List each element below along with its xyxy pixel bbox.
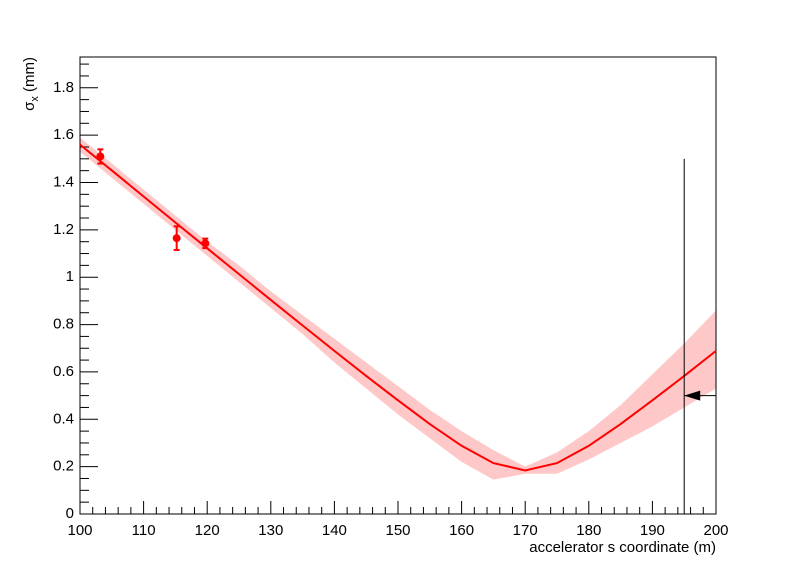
x-tick-label: 130 <box>258 522 283 539</box>
y-tick-label: 1.4 <box>53 173 74 190</box>
y-tick-label: 0 <box>66 505 74 522</box>
x-tick-label: 150 <box>385 522 410 539</box>
error-band <box>80 137 716 480</box>
x-tick-label: 160 <box>449 522 474 539</box>
x-tick-label: 140 <box>322 522 347 539</box>
data-point <box>96 152 105 161</box>
y-tick-label: 0.4 <box>53 410 74 427</box>
x-tick-label: 120 <box>195 522 220 539</box>
y-tick-label: 1.2 <box>53 221 74 238</box>
y-label-symbol: σ <box>21 101 38 111</box>
x-tick-label: 110 <box>132 522 156 539</box>
x-tick-label: 190 <box>640 522 665 539</box>
x-axis-label: accelerator s coordinate (m) <box>529 539 716 556</box>
y-axis-label: σx (mm) <box>21 57 41 111</box>
x-tick-label: 170 <box>513 522 538 539</box>
y-label-subscript: x <box>29 96 41 102</box>
y-tick-label: 1.8 <box>53 79 74 96</box>
x-tick-label: 180 <box>576 522 601 539</box>
y-tick-label: 0.8 <box>53 316 74 333</box>
y-tick-label: 1 <box>66 268 74 285</box>
data-point <box>172 234 181 243</box>
data-point <box>201 239 210 248</box>
y-tick-label: 1.6 <box>53 126 74 143</box>
x-tick-label: 200 <box>703 522 728 539</box>
y-tick-label: 0.6 <box>53 363 74 380</box>
x-tick-label: 100 <box>67 522 92 539</box>
y-tick-label: 0.2 <box>53 458 74 475</box>
y-label-unit: (mm) <box>21 57 38 96</box>
fit-curve <box>79 143 717 472</box>
arrow-head <box>684 390 701 401</box>
